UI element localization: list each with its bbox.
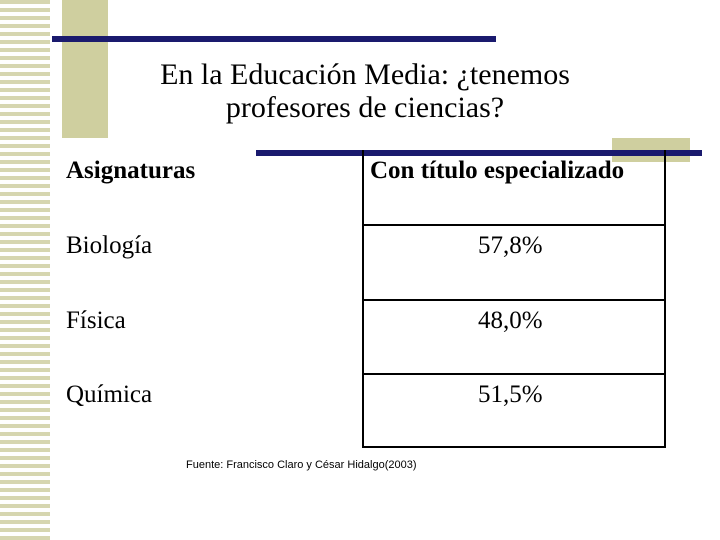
source-caption: Fuente: Francisco Claro y César Hidalgo(… xyxy=(186,459,417,471)
table-header-subject: Asignaturas xyxy=(66,157,196,184)
decorative-block-top xyxy=(62,0,108,138)
slide-title-line-2: profesores de ciencias? xyxy=(225,91,505,124)
slide-title-line-1: En la Educación Media: ¿tenemos xyxy=(160,58,570,91)
slide-title: En la Educación Media: ¿tenemos profesor… xyxy=(70,58,660,124)
table-cell-subject: Física xyxy=(66,307,126,334)
table-border-bottom xyxy=(362,446,666,448)
title-rule-bottom xyxy=(256,150,702,156)
table-row-divider xyxy=(362,224,666,226)
table-row-divider xyxy=(362,373,666,375)
table-cell-value: 48,0% xyxy=(478,307,543,334)
table-cell-value: 57,8% xyxy=(478,232,543,259)
table-cell-value: 51,5% xyxy=(478,381,543,408)
table-header-specialized: Con título especializado xyxy=(370,157,625,184)
table-cell-subject: Biología xyxy=(66,232,153,259)
table-cell-subject: Química xyxy=(66,381,153,408)
table-row-divider xyxy=(362,299,666,301)
title-rule-top xyxy=(52,36,496,42)
decorative-stripes xyxy=(0,0,50,540)
